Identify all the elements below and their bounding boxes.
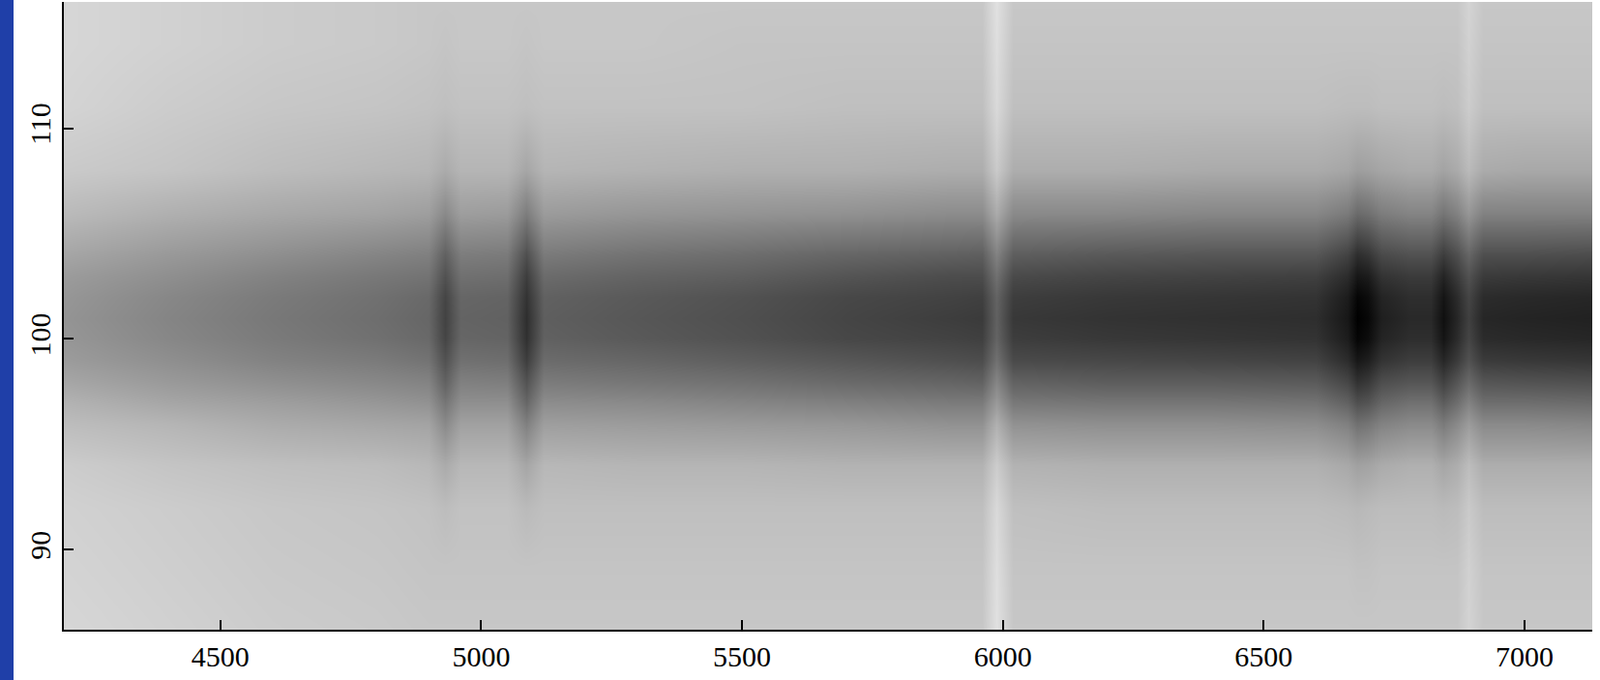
svg-text:4500: 4500: [191, 640, 250, 673]
svg-text:110: 110: [24, 102, 57, 146]
svg-text:6500: 6500: [1234, 640, 1293, 673]
svg-text:90: 90: [24, 531, 57, 561]
svg-text:5500: 5500: [712, 640, 771, 673]
svg-text:6000: 6000: [974, 640, 1033, 673]
svg-text:7000: 7000: [1495, 640, 1554, 673]
svg-text:5000: 5000: [451, 640, 510, 673]
svg-text:100: 100: [24, 312, 57, 356]
